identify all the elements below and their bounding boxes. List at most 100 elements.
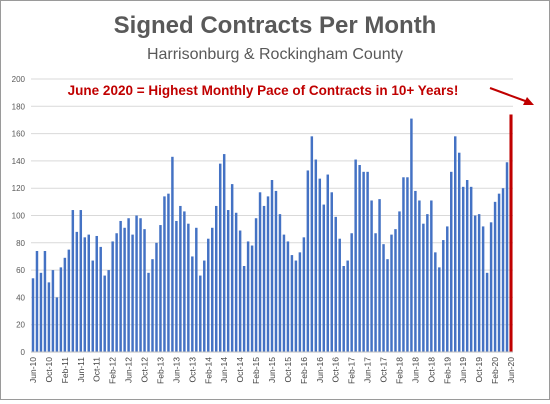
x-tick-label: Jun-10 (28, 357, 38, 383)
x-axis-ticks: Jun-10 Oct-10 Feb-11 Jun-11 Oct-11 Feb-12 Jun-… (28, 357, 516, 384)
bar (262, 205, 266, 352)
bar (147, 272, 150, 352)
y-tick-label: 20 (16, 321, 25, 330)
x-tick-label: Jun-14 (219, 357, 229, 383)
bar (183, 211, 186, 352)
bar (258, 192, 262, 352)
bar (294, 260, 298, 352)
bar (242, 266, 246, 352)
y-tick-label: 120 (12, 184, 26, 193)
bar (143, 229, 146, 352)
bar (175, 220, 178, 352)
bar (338, 238, 341, 352)
bar (151, 259, 154, 352)
y-tick-label: 80 (16, 239, 25, 248)
bar (398, 211, 401, 352)
bar (234, 212, 238, 352)
bar (382, 244, 385, 352)
x-tick-label: Oct-10 (44, 357, 54, 383)
bar (358, 164, 361, 352)
x-tick-label: Feb-19 (442, 357, 452, 384)
x-tick-label: Jun-11 (76, 357, 86, 383)
y-tick-label: 140 (12, 157, 26, 166)
bar (485, 272, 489, 352)
x-tick-label: Feb-13 (155, 357, 165, 384)
bar (47, 282, 51, 352)
bar (473, 215, 477, 352)
bar (330, 192, 333, 352)
bar (374, 233, 377, 352)
bar (469, 186, 473, 352)
bar (386, 259, 389, 352)
bar (434, 252, 437, 352)
bar (390, 234, 393, 352)
bar (406, 177, 409, 352)
x-tick-label: Feb-11 (60, 357, 70, 384)
bar (282, 234, 286, 352)
bar (246, 241, 250, 352)
bar (450, 171, 453, 352)
bar (207, 238, 210, 352)
bar (195, 227, 198, 352)
bar (75, 231, 79, 352)
bar (370, 200, 373, 352)
bar (111, 241, 114, 352)
bar (489, 222, 493, 352)
bar (481, 226, 485, 352)
bar (91, 260, 94, 352)
bar (67, 249, 71, 352)
bar (354, 159, 357, 352)
bar (167, 193, 170, 352)
bar (410, 118, 413, 353)
y-tick-label: 180 (12, 102, 26, 111)
bar (362, 171, 365, 352)
bar (131, 234, 134, 352)
bar (211, 227, 214, 352)
bar (31, 278, 35, 352)
x-tick-label: Oct-12 (140, 357, 150, 383)
x-tick-label: Jun-16 (315, 357, 325, 383)
bar (342, 266, 345, 352)
bar (63, 257, 67, 352)
bar (366, 171, 369, 352)
bar (418, 200, 421, 352)
annotation-text: June 2020 = Highest Monthly Pace of Cont… (68, 83, 459, 98)
x-tick-label: Jun-17 (363, 357, 373, 383)
x-tick-label: Feb-12 (108, 357, 118, 384)
bar (310, 136, 314, 352)
bar (214, 205, 218, 352)
bar (446, 226, 449, 352)
bar (51, 270, 55, 352)
bar (179, 205, 182, 352)
y-tick-label: 60 (16, 266, 25, 275)
x-tick-label: Jun-15 (267, 357, 277, 383)
x-tick-label: Jun-12 (124, 357, 134, 383)
bar (298, 252, 302, 352)
bar (497, 193, 501, 352)
bar (290, 255, 294, 352)
bar (83, 237, 87, 352)
bar (187, 223, 190, 352)
bar (318, 178, 322, 352)
bar (477, 214, 481, 352)
x-tick-label: Jun-19 (458, 357, 468, 383)
bar (119, 220, 122, 352)
bar (254, 218, 258, 352)
y-axis-ticks: 0 20 40 60 80 100 120 140 160 180 200 (12, 75, 26, 357)
bar (171, 156, 174, 352)
bar (505, 162, 509, 352)
x-tick-label: Jun-13 (171, 357, 181, 383)
bar (87, 234, 90, 352)
x-tick-label: Feb-17 (347, 357, 357, 384)
bar (79, 210, 83, 352)
bar (123, 227, 126, 352)
bar (266, 196, 270, 352)
bar (378, 199, 381, 352)
y-tick-label: 0 (21, 348, 26, 357)
annotation-arrow (489, 87, 534, 105)
y-tick-label: 40 (16, 293, 25, 302)
x-tick-label: Oct-19 (474, 357, 484, 383)
x-tick-label: Oct-16 (331, 357, 341, 383)
